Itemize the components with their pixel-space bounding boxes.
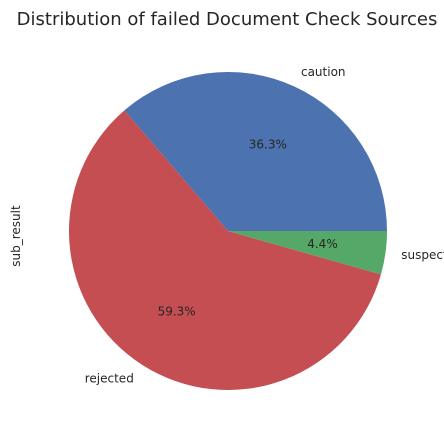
- pie-slices: [68, 72, 388, 391]
- slice-label-suspected: suspected: [401, 248, 444, 262]
- slice-label-rejected: rejected: [85, 371, 134, 385]
- slice-percent-rejected: 59.3%: [158, 304, 196, 318]
- pie-slice-rejected: [68, 110, 381, 391]
- pie-slice-suspected: [228, 231, 387, 275]
- slice-label-caution: caution: [301, 65, 346, 79]
- pie-slice-caution: [124, 72, 388, 231]
- chart-title: Distribution of failed Document Check So…: [17, 9, 438, 30]
- slice-percent-suspected: 4.4%: [307, 237, 338, 251]
- pie-labels: caution 36.3% rejected 59.3% suspected 4.4%: [85, 65, 444, 385]
- y-axis-label: sub_result: [9, 205, 23, 267]
- slice-percent-caution: 36.3%: [249, 137, 287, 151]
